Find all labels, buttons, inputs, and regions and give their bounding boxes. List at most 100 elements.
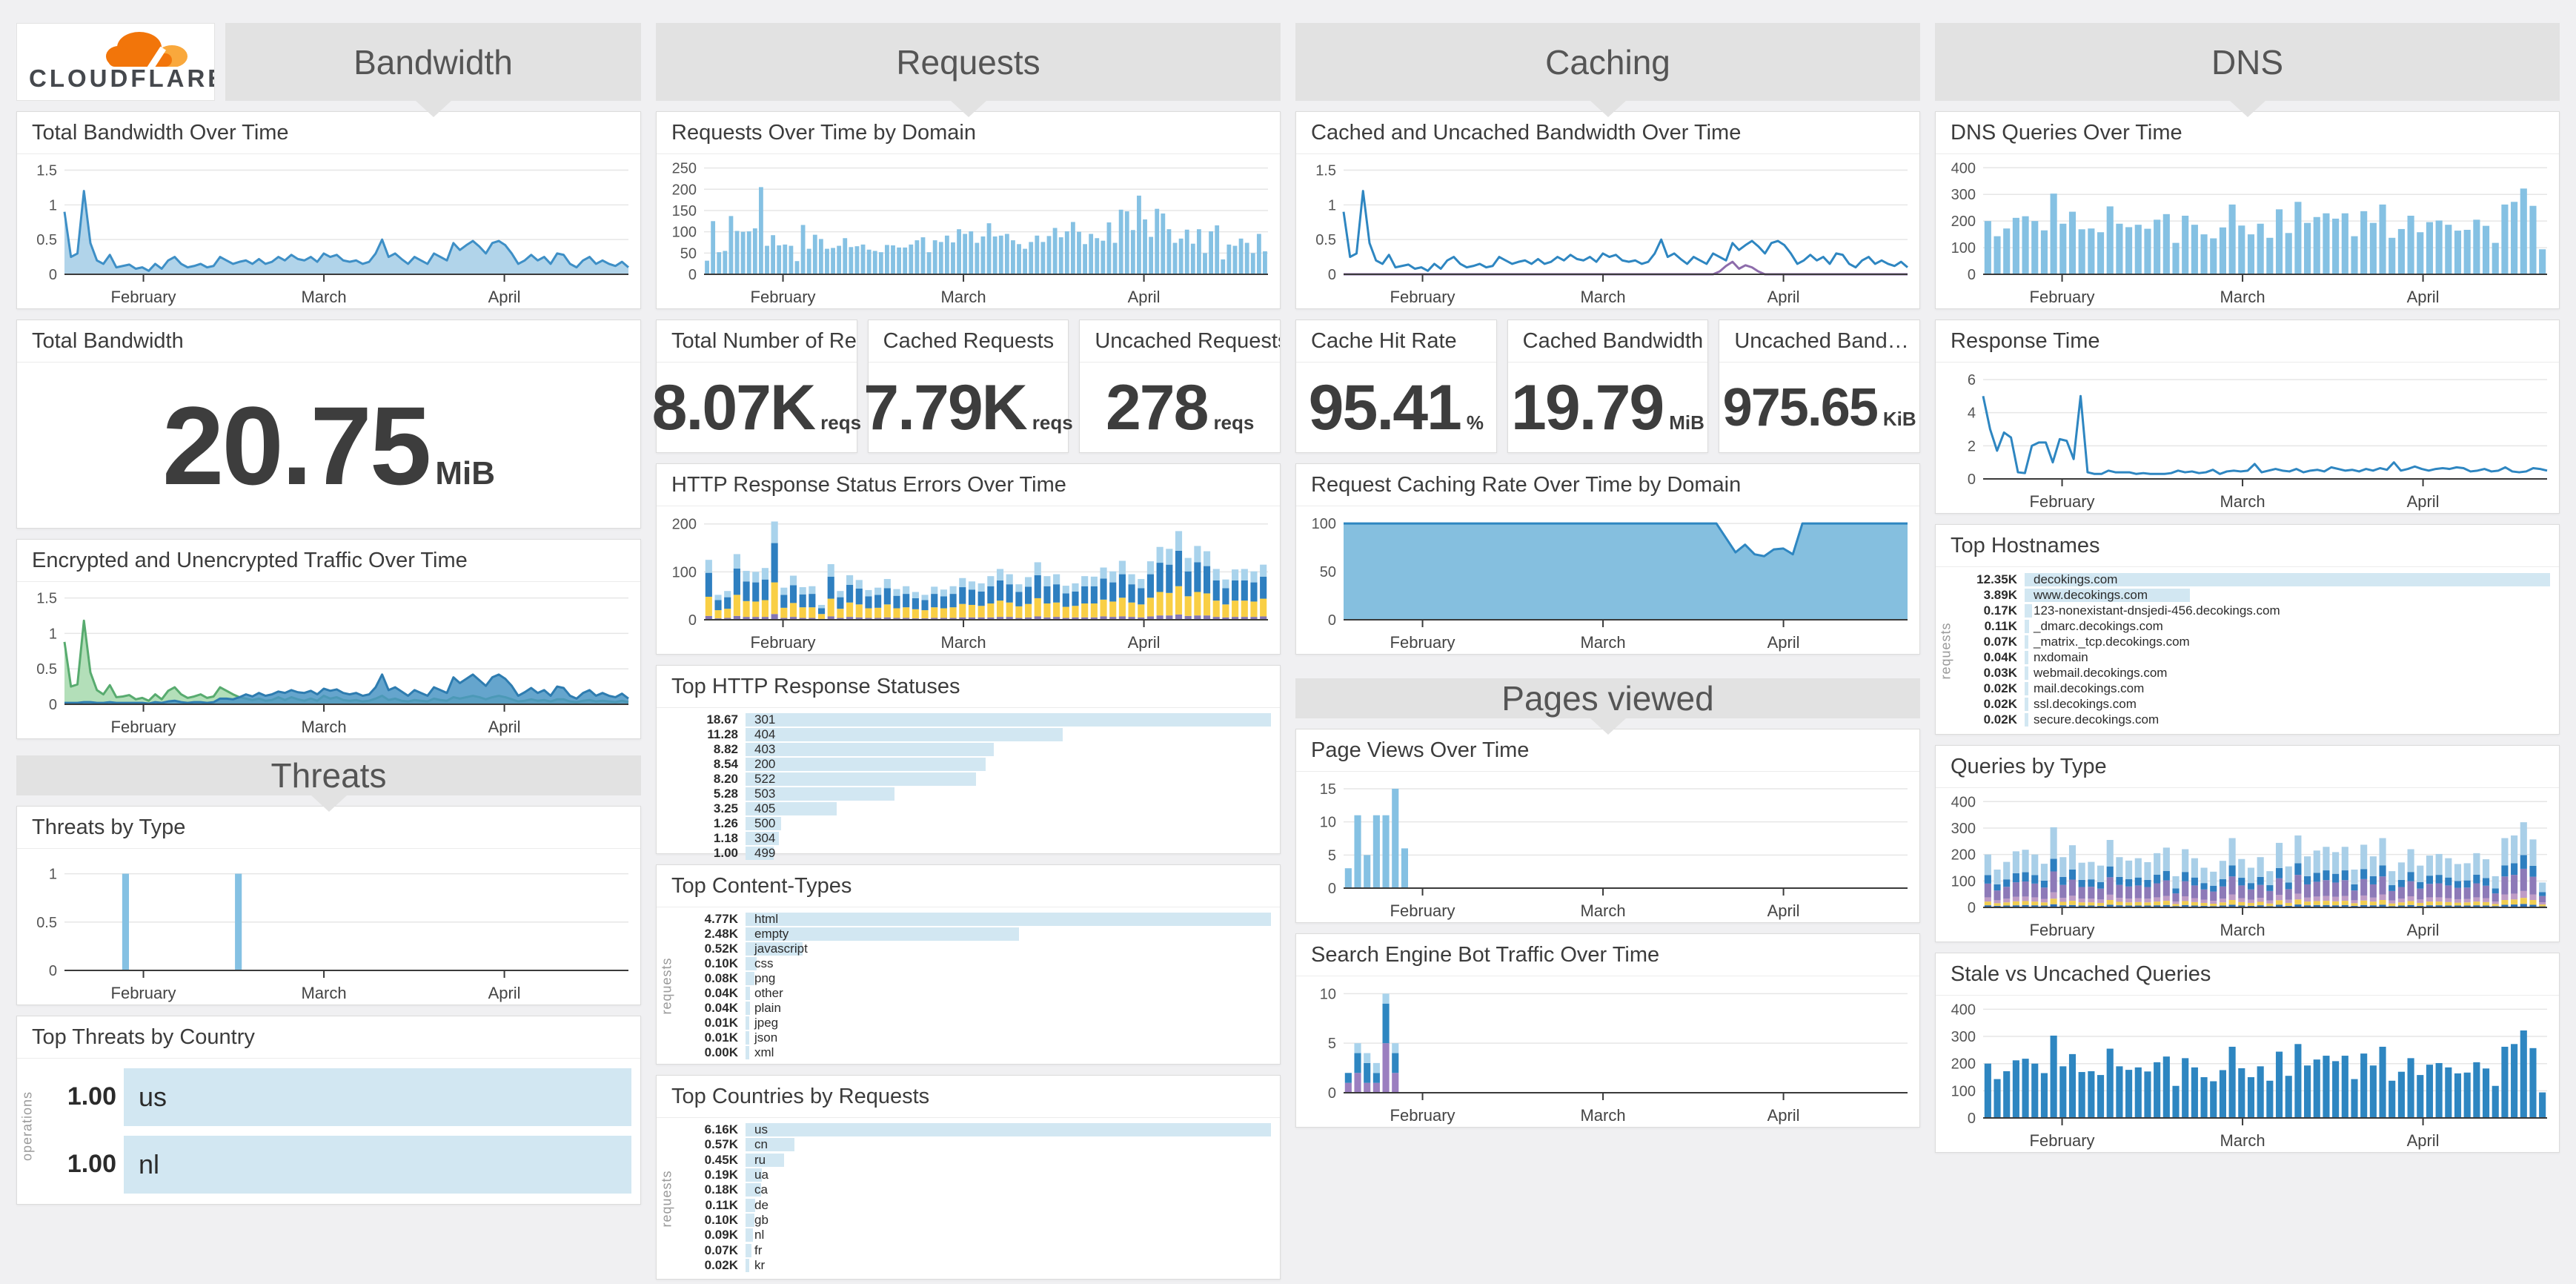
list-bar[interactable]	[746, 927, 1019, 941]
list-bar[interactable]	[746, 772, 977, 786]
list-bar-zone: us	[746, 1122, 1271, 1137]
svg-text:April: April	[1128, 633, 1161, 652]
list-bar[interactable]	[2025, 713, 2028, 727]
list-bar[interactable]	[124, 1135, 631, 1194]
list-row: 0.18K ca	[682, 1182, 1271, 1197]
list-label: html	[754, 912, 779, 926]
cached-uncached-line-chart[interactable]: 0 0.5 1 1.5 February March April	[1296, 154, 1919, 308]
list-bar[interactable]	[2025, 666, 2028, 681]
svg-text:April: April	[1767, 1106, 1800, 1125]
list-bar-zone: ua	[746, 1168, 1271, 1182]
requests-bar-chart[interactable]: 0 50 100 150 200 250 February March April	[657, 154, 1280, 308]
svg-text:February: February	[1390, 633, 1455, 652]
search-bot-stacked-chart[interactable]: 0 5 10 February March April	[1296, 976, 1919, 1127]
list-bar-zone: 405	[746, 801, 1271, 816]
total-bandwidth-area-chart[interactable]: 0 0.5 1 1.5 February March April	[17, 154, 640, 308]
list-value: 0.45K	[704, 1152, 738, 1167]
card-encrypted-traffic: Encrypted and Unencrypted Traffic Over T…	[16, 539, 641, 739]
card-uncached-requests: Uncached Requests 278 reqs	[1079, 320, 1281, 453]
list-bar[interactable]	[2025, 619, 2030, 633]
top-statuses-list: 18.67 301 11.28 404 8.82 403 8.54 200 8.20 522 5.2…	[657, 708, 1280, 860]
list-bar[interactable]	[746, 802, 837, 815]
list-bar[interactable]	[746, 972, 754, 985]
list-bar[interactable]	[746, 1031, 749, 1045]
list-bar[interactable]	[746, 942, 803, 956]
list-row: 1.26 500	[682, 816, 1271, 831]
svg-text:100: 100	[1312, 516, 1336, 532]
list-bar[interactable]	[746, 1168, 762, 1182]
list-bar[interactable]	[746, 1123, 1271, 1137]
list-bar[interactable]	[746, 1138, 794, 1152]
list-bar[interactable]	[746, 913, 1271, 926]
page-views-bar-chart[interactable]: 0 5 10 15 February March April	[1296, 772, 1919, 922]
list-value: 0.02K	[1983, 681, 2017, 696]
list-value: 12.35K	[1976, 572, 2017, 586]
list-bar[interactable]	[746, 1046, 749, 1059]
list-bar[interactable]	[746, 817, 781, 830]
list-bar[interactable]	[746, 832, 779, 845]
list-bar[interactable]	[746, 1002, 750, 1015]
list-bar[interactable]	[2025, 572, 2550, 586]
svg-text:March: March	[1580, 901, 1625, 920]
svg-text:February: February	[751, 633, 816, 652]
list-bar[interactable]	[2025, 682, 2028, 696]
svg-text:0: 0	[1328, 612, 1336, 629]
list-bar-zone: nl	[124, 1135, 631, 1194]
list-bar[interactable]	[746, 728, 1063, 741]
card-title: Top Threats by Country	[17, 1016, 640, 1059]
list-bar[interactable]	[746, 1213, 754, 1227]
list-row: 0.01K jpeg	[682, 1016, 1271, 1030]
list-label: 123-nonexistant-dnsjedi-456.decokings.co…	[2034, 603, 2280, 618]
card-title: Top Hostnames	[1936, 525, 2559, 567]
list-bar-zone: ca	[746, 1182, 1271, 1197]
card-top-content-types: Top Content-Types requests 4.77K html 2.48…	[656, 864, 1281, 1065]
threats-by-type-bar-chart[interactable]: 0 0.5 1 February March April	[17, 849, 640, 1005]
caching-rate-area-chart[interactable]: 0 50 100 February March April	[1296, 506, 1919, 654]
list-bar[interactable]	[746, 847, 774, 860]
encrypted-traffic-area-chart[interactable]: 0 0.5 1 1.5 February March April	[17, 582, 640, 738]
list-bar[interactable]	[2025, 588, 2191, 602]
list-bar[interactable]	[746, 1228, 754, 1242]
list-bar[interactable]	[2025, 698, 2028, 712]
list-bar[interactable]	[2025, 635, 2028, 649]
list-label: 405	[754, 801, 776, 815]
svg-text:200: 200	[672, 517, 697, 533]
list-value: 0.17K	[1983, 603, 2017, 618]
svg-text:300: 300	[1951, 187, 1976, 203]
http-errors-stacked-chart[interactable]: 0 100 200 February March April	[657, 506, 1280, 654]
svg-text:10: 10	[1320, 815, 1336, 831]
list-value: 0.03K	[1983, 666, 2017, 681]
list-label: gb	[754, 1212, 769, 1227]
list-bar[interactable]	[746, 1258, 749, 1272]
svg-text:March: March	[940, 633, 986, 652]
card-title: Request Caching Rate Over Time by Domain	[1296, 464, 1919, 506]
queries-by-type-stacked-chart[interactable]: 0 100 200 300 400 February March April	[1936, 788, 2559, 942]
list-bar[interactable]	[746, 713, 1271, 727]
list-bar[interactable]	[746, 987, 750, 1000]
svg-text:50: 50	[680, 245, 697, 262]
stale-uncached-bar-chart[interactable]: 0 100 200 300 400 February March April	[1936, 996, 2559, 1152]
list-bar[interactable]	[746, 1016, 749, 1030]
list-bar[interactable]	[746, 1198, 755, 1212]
list-bar[interactable]	[746, 743, 994, 756]
list-bar[interactable]	[746, 787, 894, 801]
svg-text:February: February	[1390, 288, 1455, 306]
list-row: 0.01K json	[682, 1030, 1271, 1045]
list-label: plain	[754, 1001, 781, 1015]
list-bar[interactable]	[746, 1153, 784, 1167]
card-title: Cached Bandwidth	[1507, 320, 1708, 363]
top-hostnames-list: requests 12.35K decokings.com 3.89K www.dec…	[1936, 567, 2559, 734]
list-bar[interactable]	[746, 1183, 761, 1197]
dns-queries-bar-chart[interactable]: 0 100 200 300 400 February March April	[1936, 154, 2559, 308]
list-bar-zone: cn	[746, 1137, 1271, 1152]
list-bar[interactable]	[2025, 651, 2028, 665]
svg-text:6: 6	[1968, 372, 1976, 388]
list-bar[interactable]	[746, 1243, 752, 1257]
list-bar[interactable]	[124, 1068, 631, 1126]
list-bar[interactable]	[746, 758, 986, 771]
response-time-line-chart[interactable]: 0 2 4 6 February March April	[1936, 363, 2559, 513]
list-bar[interactable]	[746, 957, 757, 970]
card-title: Top Content-Types	[657, 865, 1280, 907]
svg-text:0: 0	[1968, 267, 1976, 283]
list-bar[interactable]	[2025, 603, 2032, 618]
